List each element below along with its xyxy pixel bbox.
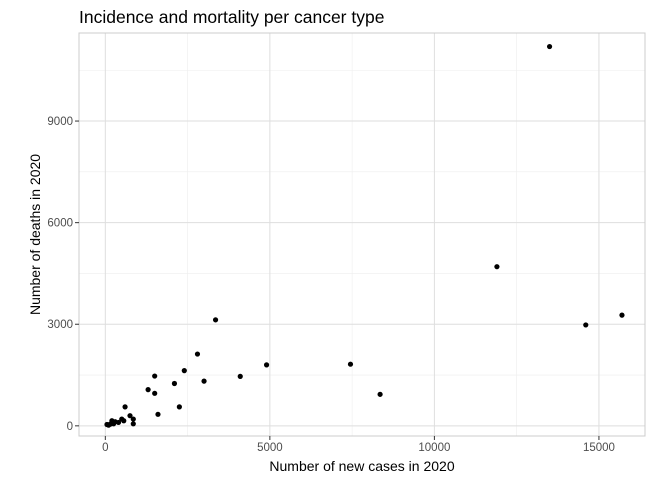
data-point [377,391,383,397]
y-tick-label: 3000 [47,319,73,331]
data-point [201,378,207,384]
data-point [112,419,118,425]
x-tick-label: 5000 [257,442,283,454]
data-point [152,373,158,379]
data-point [121,418,127,424]
data-point [263,362,270,368]
data-point [619,312,625,318]
data-point [181,368,187,374]
data-point [494,264,500,270]
plot-panel [78,32,646,437]
data-point [122,404,128,410]
axis-ticks: 0 5000 10000 15000 0 3000 6000 9000 [47,116,615,454]
data-point [171,380,178,387]
chart-title: Incidence and mortality per cancer type [79,7,384,27]
data-point [176,404,182,410]
data-point [347,361,354,367]
data-point [130,416,136,422]
data-point [212,317,219,323]
grid [79,33,645,436]
data-point [104,421,110,428]
data-point [130,421,136,427]
data-point [145,387,151,393]
data-point [583,322,589,328]
data-point [127,413,133,419]
x-axis-title: Number of new cases in 2020 [269,458,454,474]
y-tick-label: 6000 [47,218,73,230]
data-points [104,43,625,428]
data-point [152,390,158,396]
x-tick-label: 10000 [418,442,450,454]
data-point [237,373,243,379]
y-axis-title: Number of deaths in 2020 [27,154,43,315]
y-tick-label: 0 [67,421,73,433]
data-point [155,411,161,417]
data-point [546,43,553,50]
x-tick-label: 0 [102,442,108,454]
data-point [194,351,201,357]
x-tick-label: 15000 [583,442,615,454]
y-tick-label: 9000 [47,116,73,128]
